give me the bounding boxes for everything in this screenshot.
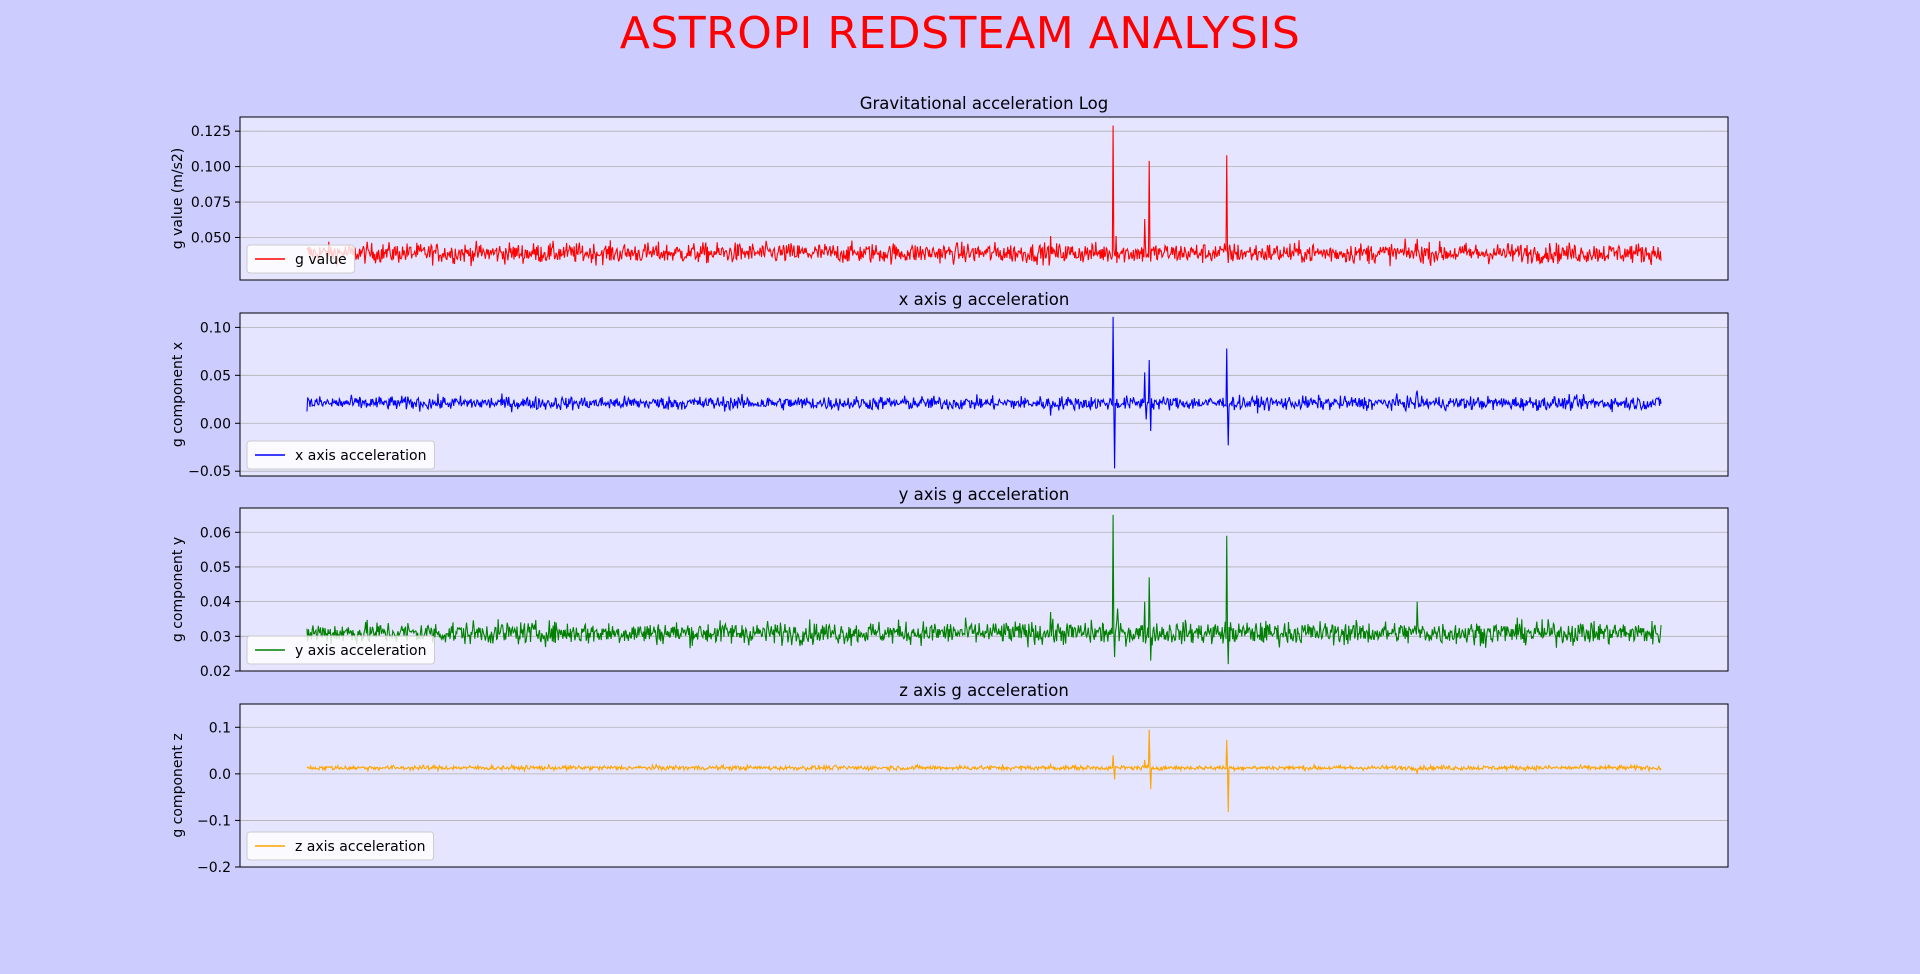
y-tick-label: 0.0 [209, 767, 231, 783]
plot-frame [239, 507, 1729, 672]
series-line-3-1 [306, 514, 1662, 665]
chart-title: x axis g acceleration [899, 290, 1070, 309]
plot-frame [239, 312, 1729, 477]
y-tick-label: 0.05 [200, 368, 231, 384]
legend-label: g value [295, 252, 347, 268]
y-tick-label: 0.03 [200, 629, 231, 645]
plot-area [240, 313, 1728, 476]
chart-panel-4: −0.2 −0.1 0.0 0.1 z axis acceleration z axis … [170, 681, 1729, 876]
y-tick-label: 0.10 [200, 320, 231, 336]
legend-box [246, 244, 356, 274]
y-tick-label: 0.00 [200, 416, 231, 432]
y-tick-label: −0.2 [197, 860, 231, 876]
legend-box [246, 831, 435, 861]
chart-panel-2: −0.05 0.00 0.05 0.10 x axis acceleration x ax… [170, 290, 1729, 480]
chart-panel-1: 0.050 0.075 0.100 0.125 g value Gravitational… [170, 94, 1729, 281]
series-line-1-1 [306, 125, 1662, 267]
chart-title: Gravitational acceleration Log [860, 94, 1109, 113]
chart-panel-3: 0.02 0.03 0.04 0.05 0.06 y axis acceleration y… [170, 485, 1729, 680]
legend-label: z axis acceleration [295, 839, 426, 855]
chart-title: z axis g acceleration [899, 681, 1069, 700]
y-tick-label: 0.1 [209, 720, 231, 736]
series-line-2-1 [306, 316, 1662, 469]
y-tick-label: 0.075 [191, 195, 231, 211]
plot-frame [239, 116, 1729, 281]
y-tick-label: 0.05 [200, 560, 231, 576]
y-tick-label: 0.100 [191, 160, 231, 176]
y-tick-label: 0.02 [200, 664, 231, 680]
y-axis-label: g component z [170, 733, 186, 837]
y-axis-label: g component x [170, 342, 186, 447]
legend-box [246, 635, 435, 665]
y-tick-label: 0.06 [200, 525, 231, 541]
y-tick-label: 0.04 [200, 595, 231, 611]
plot-frame [239, 703, 1729, 868]
y-axis-label: g component y [170, 537, 186, 642]
y-tick-label: 0.050 [191, 230, 231, 246]
plot-area [240, 704, 1728, 867]
chart-title: y axis g acceleration [899, 485, 1070, 504]
y-tick-label: 0.125 [191, 124, 231, 140]
page-title: ASTROPI REDSTEAM ANALYSIS [619, 8, 1301, 59]
series-line-4-1 [306, 729, 1662, 813]
legend-label: x axis acceleration [295, 448, 426, 464]
y-axis-label: g value (m/s2) [170, 148, 186, 250]
legend-label: y axis acceleration [295, 643, 426, 659]
legend-box [246, 440, 435, 470]
y-tick-label: −0.1 [197, 813, 231, 829]
y-tick-label: −0.05 [188, 464, 231, 480]
